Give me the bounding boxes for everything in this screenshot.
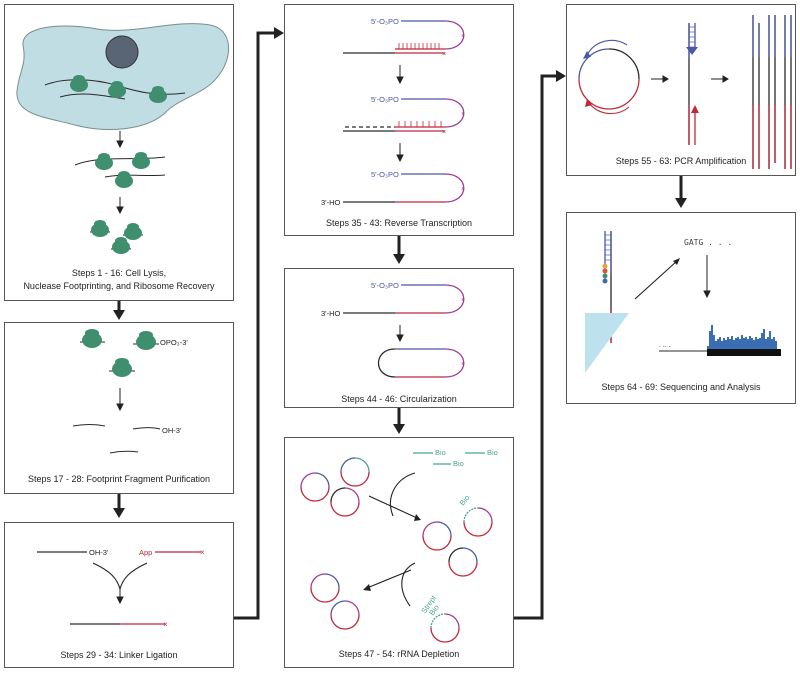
panel-circularization: 5'-O₃PO × 3'-HO × Steps 44 - 46: Circula… <box>284 268 514 408</box>
ribosome-icon <box>123 223 143 240</box>
arrow-down <box>703 255 711 299</box>
ribosome-icon <box>109 358 135 377</box>
label-oh: OH-3' <box>89 548 109 557</box>
circle-construct <box>422 521 452 551</box>
arrow-right <box>651 75 669 83</box>
ribosome-icon <box>90 220 110 237</box>
ribosome-icon <box>115 171 133 188</box>
circle-construct <box>448 547 478 577</box>
depletion-illustration: Bio Bio Bio Bio Bio Strept <box>300 448 498 643</box>
label-bio: Bio <box>487 448 498 457</box>
cell-lysis-illustration <box>16 23 230 254</box>
caption-step3: Steps 29 - 34: Linker Ligation <box>60 650 178 660</box>
panel-sequencing: GATG . . . . .. . Steps 64 - 69: Sequenc… <box>566 212 796 404</box>
panel-reverse-transcription: 5'-O₃PO × × 5'-O₃PO × × 5'-O₃PO × 3'-HO … <box>284 4 514 236</box>
pcr-illustration <box>578 15 792 169</box>
label-3ho: 3'-HO <box>321 309 341 318</box>
block-x-icon: × <box>200 548 205 557</box>
label-5p: 5'-O₃PO <box>371 170 399 179</box>
circle-construct <box>463 507 493 537</box>
gene-track <box>707 349 781 356</box>
svg-text:×: × <box>461 361 465 368</box>
caption-step1: Steps 1 - 16: Cell Lysis, <box>71 268 167 278</box>
caption-step1-line2: Nuclease Footprinting, and Ribosome Reco… <box>23 281 215 291</box>
circularization-illustration: 5'-O₃PO × 3'-HO × <box>321 281 465 378</box>
label-3ho: 3'-HO <box>321 198 341 207</box>
circle-construct <box>330 487 360 517</box>
circle-construct <box>310 573 340 603</box>
label-5p: 5'-O₃PO <box>371 95 399 104</box>
arrow-down <box>116 131 124 149</box>
caption-step7: Steps 55 - 63: PCR Amplification <box>615 156 747 166</box>
svg-text:×: × <box>461 33 465 40</box>
merge-arrow <box>92 562 148 590</box>
label-5p: 5'-O₃PO <box>371 281 399 290</box>
label-app: App <box>139 548 152 557</box>
ribosome-icon <box>149 86 167 103</box>
rna-fragment <box>132 427 161 430</box>
circle-construct <box>330 600 360 630</box>
svg-text:×: × <box>461 186 465 193</box>
rt-illustration: 5'-O₃PO × × 5'-O₃PO × × 5'-O₃PO × 3'-HO <box>321 17 465 207</box>
label-opo3: OPO₃-3' <box>160 338 188 347</box>
ribosome-icon <box>111 237 131 254</box>
block-x-icon: × <box>163 620 168 629</box>
mrna-strand <box>104 174 166 178</box>
dots: . .. . <box>659 342 671 349</box>
caption-step6: Steps 47 - 54: rRNA Depletion <box>338 649 460 659</box>
label-oh: OH-3' <box>162 426 182 435</box>
arrow-down <box>116 197 124 215</box>
ribosome-icon <box>133 331 159 350</box>
rna-fragment <box>109 450 139 454</box>
svg-text:×: × <box>442 129 446 136</box>
label-5p: 5'-O₃PO <box>371 17 399 26</box>
svg-text:×: × <box>461 297 465 304</box>
panel-linker-ligation: OH-3' App × × Steps 29 - 34: Linker Liga… <box>4 522 234 668</box>
caption-step5: Steps 44 - 46: Circularization <box>341 394 457 404</box>
circle-construct <box>300 472 330 502</box>
nucleus <box>105 35 139 69</box>
label-bio: Bio <box>453 459 464 468</box>
ligation-illustration: OH-3' App × × <box>37 548 205 629</box>
ribosome-icon <box>70 75 88 92</box>
seq-read: GATG . . . <box>684 238 732 247</box>
panel-cell-lysis: Steps 1 - 16: Cell Lysis, Nuclease Footp… <box>4 4 234 301</box>
flow-cell <box>585 313 629 373</box>
label-bio: Bio <box>435 448 446 457</box>
svg-text:×: × <box>461 111 465 118</box>
caption-step8: Steps 64 - 69: Sequencing and Analysis <box>601 382 761 392</box>
panel-footprint-purification: OPO₃-3' OH-3' Steps 17 - 28: Footprint F… <box>4 322 234 494</box>
circle-construct <box>578 48 640 110</box>
coverage-plot <box>707 325 777 349</box>
arrow-down <box>396 143 404 163</box>
arrow-down <box>396 325 404 343</box>
rna-fragment <box>72 424 106 427</box>
mrna-strand <box>74 156 166 166</box>
panel-pcr-amplification: Steps 55 - 63: PCR Amplification <box>566 4 796 176</box>
svg-text:×: × <box>442 51 446 58</box>
ribosome-icon <box>95 153 113 170</box>
label-bio: Bio <box>458 493 472 507</box>
circle-construct <box>340 457 370 487</box>
panel-rrna-depletion: Bio Bio Bio Bio Bio Strept Steps 47 - 54… <box>284 437 514 668</box>
footprint-illustration: OPO₃-3' OH-3' <box>72 329 188 454</box>
circle-construct <box>430 613 460 643</box>
caption-step4: Steps 35 - 43: Reverse Transcription <box>325 218 473 228</box>
arrow-right <box>711 75 729 83</box>
ribosome-icon <box>132 152 150 169</box>
ribosome-icon <box>80 329 105 348</box>
caption-step2: Steps 17 - 28: Footprint Fragment Purifi… <box>27 474 211 484</box>
cell-shape <box>16 23 230 130</box>
dsdna-product <box>752 15 792 169</box>
ribosome-icon <box>108 81 126 98</box>
arrow-down <box>116 589 124 605</box>
arrow-down <box>116 388 124 412</box>
arrow-down <box>396 65 404 85</box>
sequencing-illustration: GATG . . . . .. . <box>585 231 781 373</box>
